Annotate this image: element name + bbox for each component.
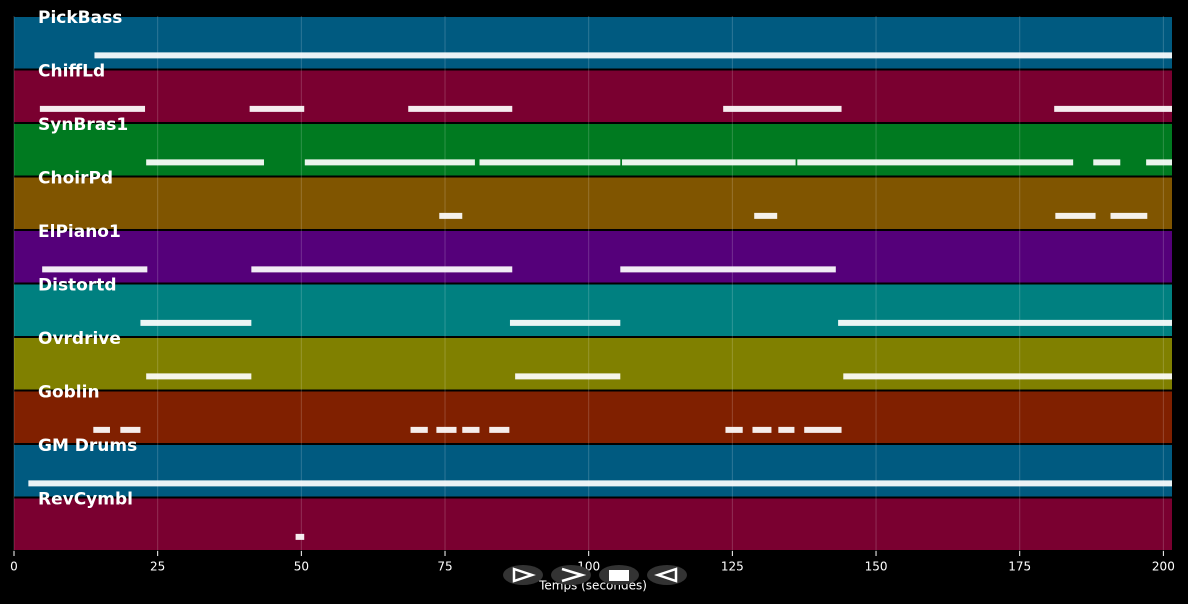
note-segment [1146, 159, 1172, 166]
note-segment [42, 266, 148, 273]
x-tick-label: 150 [865, 560, 888, 574]
note-segment [620, 266, 836, 273]
track-lane [14, 124, 1172, 176]
note-segment [304, 159, 475, 166]
track-lane [14, 445, 1172, 497]
note-segment [723, 105, 842, 112]
note-segment [408, 105, 513, 112]
track-lane [14, 17, 1172, 69]
track-name: PickBass [38, 8, 122, 28]
track-lane [14, 284, 1172, 336]
note-segment [146, 159, 264, 166]
note-segment [93, 426, 110, 433]
track-lane [14, 391, 1172, 443]
note-segment [489, 426, 510, 433]
track-name: SynBras1 [38, 115, 128, 135]
note-segment [249, 105, 305, 112]
note-segment [843, 373, 1172, 380]
play-button[interactable] [503, 565, 543, 585]
track-name: Ovrdrive [38, 329, 121, 349]
note-segment [509, 319, 621, 326]
track-lane [14, 498, 1172, 550]
track-name: Goblin [38, 383, 100, 403]
track-lane [14, 231, 1172, 283]
stop-button[interactable] [599, 565, 639, 585]
note-segment [28, 480, 1173, 487]
note-segment [410, 426, 428, 433]
back-button[interactable] [647, 565, 687, 585]
note-segment [295, 533, 305, 540]
forward-button[interactable] [551, 565, 591, 585]
note-segment [804, 426, 842, 433]
note-segment [778, 426, 795, 433]
track-lane [14, 338, 1172, 390]
note-segment [94, 52, 1173, 59]
note-segment [1093, 159, 1121, 166]
note-segment [1110, 212, 1148, 219]
note-segment [622, 159, 796, 166]
x-tick-label: 75 [437, 560, 452, 574]
track-name: ChiffLd [38, 62, 105, 82]
track-name: ElPiano1 [38, 222, 121, 242]
note-segment [439, 212, 463, 219]
track-name: Distortd [38, 276, 117, 296]
plot-area: PickBass ChiffLd SynBras1 ChoirPd ElPiano1 Di… [10, 8, 1175, 574]
track-name: GM Drums [38, 436, 137, 456]
track-lane [14, 70, 1172, 122]
note-segment [515, 373, 621, 380]
note-segment [39, 105, 146, 112]
x-tick-label: 0 [10, 560, 18, 574]
note-segment [754, 212, 778, 219]
note-segment [436, 426, 457, 433]
track-name: ChoirPd [38, 169, 113, 189]
note-segment [725, 426, 743, 433]
note-segment [462, 426, 480, 433]
playback-controls [503, 565, 687, 585]
note-segment [838, 319, 1172, 326]
note-segment [1055, 212, 1096, 219]
x-tick-label: 175 [1008, 560, 1031, 574]
note-segment [120, 426, 141, 433]
note-segment [146, 373, 252, 380]
x-tick-label: 125 [721, 560, 744, 574]
note-segment [140, 319, 252, 326]
note-segment [251, 266, 513, 273]
x-tick-label: 25 [150, 560, 165, 574]
note-segment [479, 159, 621, 166]
note-segment [797, 159, 1074, 166]
track-name: RevCymbl [38, 490, 133, 510]
note-segment [752, 426, 772, 433]
x-tick-label: 200 [1152, 560, 1175, 574]
track-lane [14, 177, 1172, 229]
x-tick-label: 50 [294, 560, 309, 574]
note-segment [1054, 105, 1172, 112]
